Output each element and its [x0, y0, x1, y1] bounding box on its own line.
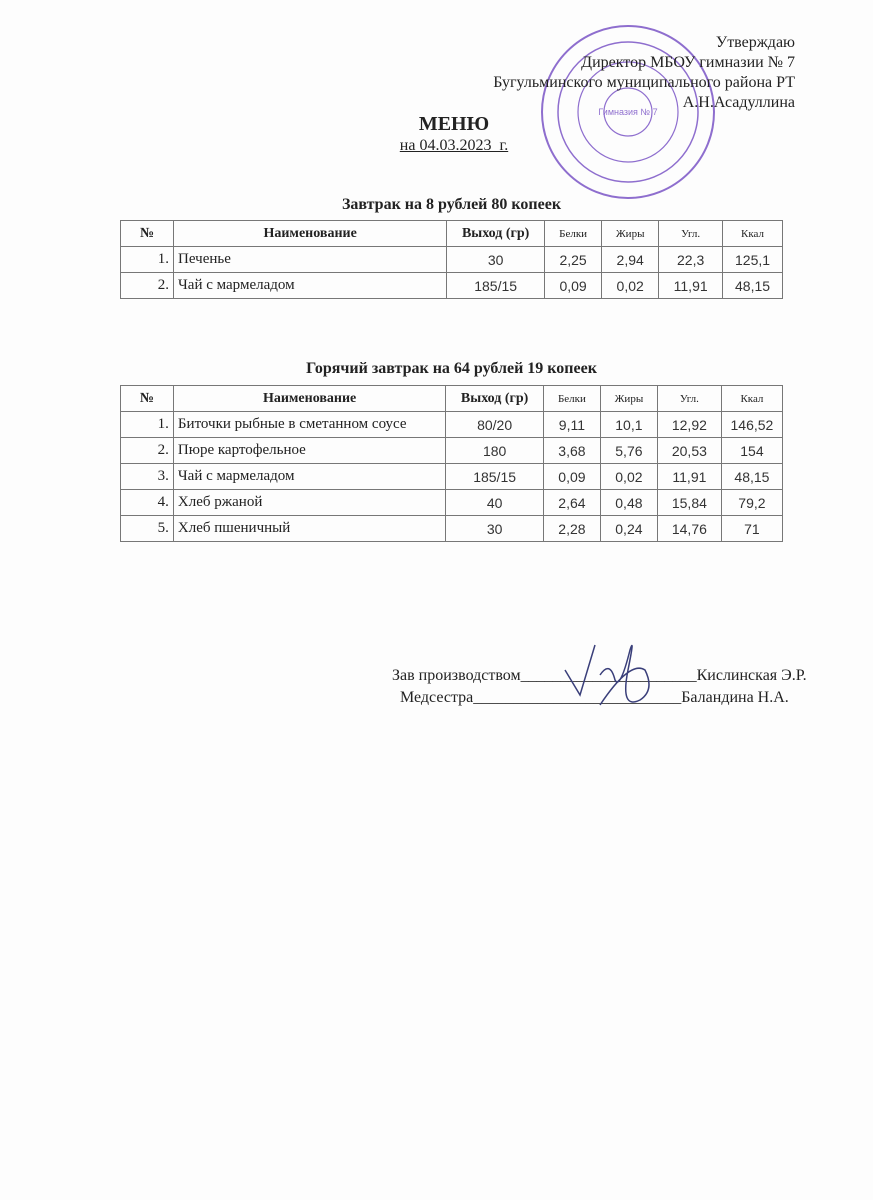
table-cell: 3. [120, 463, 174, 490]
table-cell: 0,09 [542, 463, 601, 490]
column-header: Угл. [656, 385, 722, 412]
table-row: 1. Биточки рыбные в сметанном соусе 80/20 9… [120, 411, 784, 438]
stamp-text: Гимназия № 7 [598, 107, 657, 117]
table-cell: 3,68 [542, 437, 601, 464]
signature-role: Медсестра [400, 689, 474, 706]
table-cell: 11,91 [658, 272, 724, 299]
table-cell: Чай с мармеладом [172, 463, 447, 490]
table-cell: 9,11 [542, 411, 601, 438]
table-cell: 154 [720, 437, 784, 464]
signature-line: __________________________ [473, 689, 682, 706]
table-cell: 185/15 [445, 463, 544, 490]
table-row: 2. Пюре картофельное 180 3,68 5,76 20,53 154 [120, 437, 784, 464]
menu-date: на 04.03.2023_г. [399, 137, 509, 154]
table-cell: 2. [119, 272, 175, 299]
table-cell: 125,1 [722, 246, 783, 273]
table-cell: 5. [120, 515, 174, 542]
table-cell: Биточки рыбные в сметанном соусе [172, 411, 447, 438]
approval-block: Утверждаю Директор МБОУ гимназии № 7 Буг… [493, 33, 795, 113]
table-cell: 30 [445, 515, 544, 542]
table-header-row: № Наименование Выход (гр) Белки Жиры Угл. Ккал [120, 385, 784, 412]
table-cell: 5,76 [599, 437, 658, 464]
table-cell: 10,1 [599, 411, 658, 438]
approval-line: Директор МБОУ гимназии № 7 [581, 54, 795, 71]
column-header: Выход (гр) [445, 385, 544, 412]
column-header: Наименование [173, 220, 448, 247]
table-row: 1. Печенье 30 2,25 2,94 22,3 125,1 [119, 246, 783, 273]
column-header: Выход (гр) [446, 220, 546, 247]
table-cell: Хлеб ржаной [172, 489, 447, 516]
table-row: 2. Чай с мармеладом 185/15 0,09 0,02 11,91 48,… [119, 272, 783, 299]
table-cell: 2,64 [542, 489, 601, 516]
table-cell: 20,53 [656, 437, 722, 464]
breakfast-table: № Наименование Выход (гр) Белки Жиры Угл. Ккал… [119, 220, 783, 299]
signature-row: Зав производством______________________К… [392, 667, 807, 685]
table-row: 5. Хлеб пшеничный 30 2,28 0,24 14,76 71 [120, 515, 784, 542]
table-cell: 79,2 [720, 489, 784, 516]
table-cell: 185/15 [446, 272, 546, 299]
table-cell: Пюре картофельное [172, 437, 447, 464]
table-cell: 80/20 [445, 411, 544, 438]
table-cell: 146,52 [720, 411, 784, 438]
column-header: Ккал [722, 220, 783, 247]
column-header: Ккал [720, 385, 784, 412]
approval-line: Утверждаю [715, 34, 795, 51]
signature-line: ______________________ [520, 667, 697, 684]
approval-line: Бугульминского муниципального района РТ [493, 74, 795, 91]
signature-name: Баландина Н.А. [681, 689, 789, 706]
table-cell: 4. [120, 489, 174, 516]
table-cell: 15,84 [656, 489, 722, 516]
stamp-seal: Гимназия № 7 [541, 25, 715, 199]
signature-role: Зав производством [392, 667, 521, 684]
page-title: МЕНЮ [418, 113, 490, 135]
table-cell: 0,24 [599, 515, 658, 542]
column-header: Белки [542, 385, 601, 412]
column-header: Наименование [172, 385, 447, 412]
column-header: Жиры [601, 220, 660, 247]
table-cell: Хлеб пшеничный [172, 515, 447, 542]
signature-row: Медсестра__________________________Балан… [400, 689, 789, 707]
table-row: 3. Чай с мармеладом 185/15 0,09 0,02 11,91 48,… [120, 463, 784, 490]
table-cell: 180 [445, 437, 544, 464]
table-cell: 2,28 [542, 515, 601, 542]
signature-name: Кислинская Э.Р. [696, 667, 807, 684]
hot-breakfast-table: № Наименование Выход (гр) Белки Жиры Угл. Ккал… [120, 385, 784, 542]
table-cell: 48,15 [722, 272, 783, 299]
column-header: № [119, 220, 175, 247]
table-cell: 0,09 [544, 272, 603, 299]
table-cell: 0,02 [601, 272, 660, 299]
table-cell: 1. [119, 246, 175, 273]
table-cell: 11,91 [656, 463, 722, 490]
table-cell: 2,25 [544, 246, 603, 273]
table-cell: 48,15 [720, 463, 784, 490]
table-cell: 2,94 [601, 246, 660, 273]
table-cell: 12,92 [656, 411, 722, 438]
table-cell: Чай с мармеладом [173, 272, 448, 299]
table-cell: 0,48 [599, 489, 658, 516]
table-cell: Печенье [173, 246, 448, 273]
table-cell: 2. [120, 437, 174, 464]
column-header: Жиры [599, 385, 658, 412]
hot-breakfast-caption: Горячий завтрак на 64 рублей 19 копеек [306, 360, 597, 377]
table-cell: 22,3 [658, 246, 724, 273]
table-header-row: № Наименование Выход (гр) Белки Жиры Угл. Ккал [119, 220, 783, 247]
breakfast-caption: Завтрак на 8 рублей 80 копеек [341, 196, 562, 213]
table-cell: 30 [446, 246, 546, 273]
table-cell: 0,02 [599, 463, 658, 490]
column-header: Угл. [658, 220, 724, 247]
table-cell: 14,76 [656, 515, 722, 542]
table-cell: 40 [445, 489, 544, 516]
table-row: 4. Хлеб ржаной 40 2,64 0,48 15,84 79,2 [120, 489, 784, 516]
table-cell: 71 [720, 515, 784, 542]
column-header: № [120, 385, 174, 412]
approval-line: А.Н.Асадуллина [682, 94, 795, 111]
table-cell: 1. [120, 411, 174, 438]
handwritten-signature [564, 644, 650, 706]
column-header: Белки [544, 220, 603, 247]
